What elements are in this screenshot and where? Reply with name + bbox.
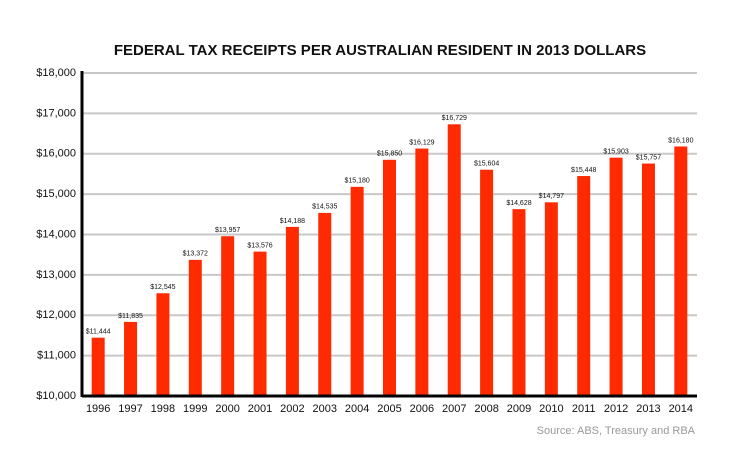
y-tick-label: $15,000 <box>36 188 76 200</box>
value-label: $11,444 <box>86 329 111 336</box>
x-tick-label: 1998 <box>151 403 175 415</box>
bar <box>480 169 494 396</box>
value-label: $12,545 <box>150 284 175 291</box>
value-label: $15,903 <box>603 149 628 156</box>
x-tick-label: 2002 <box>280 403 304 415</box>
bar <box>512 209 526 396</box>
y-tick-label: $11,000 <box>37 350 76 362</box>
bar <box>91 337 105 396</box>
x-tick-label: 1999 <box>183 403 207 415</box>
x-tick-label: 2010 <box>539 403 563 415</box>
value-label: $16,729 <box>442 115 467 122</box>
value-label: $15,604 <box>474 161 499 168</box>
value-label: $16,180 <box>668 137 693 144</box>
bar <box>221 236 235 396</box>
x-tick-label: 2000 <box>215 403 239 415</box>
value-label: $14,797 <box>539 193 564 200</box>
x-tick-label: 2004 <box>345 403 369 415</box>
bar <box>124 321 138 396</box>
x-tick-label: 2007 <box>442 403 466 415</box>
value-label: $15,850 <box>377 151 402 158</box>
x-tick-label: 1997 <box>118 403 142 415</box>
y-tick-label: $18,000 <box>36 67 76 79</box>
x-tick-label: 2008 <box>474 403 498 415</box>
bar <box>577 176 591 396</box>
x-tick-label: 2011 <box>572 403 596 415</box>
source-note: Source: ABS, Treasury and RBA <box>537 425 696 437</box>
y-tick-label: $10,000 <box>36 390 76 402</box>
bar <box>318 212 332 396</box>
value-label: $13,957 <box>215 227 240 234</box>
y-tick-label: $16,000 <box>36 148 76 160</box>
bar <box>674 146 688 396</box>
value-label: $14,535 <box>312 204 337 211</box>
x-tick-label: 2009 <box>507 403 531 415</box>
y-tick-label: $14,000 <box>36 228 76 240</box>
bar <box>156 293 170 396</box>
bar <box>641 163 655 396</box>
bar <box>544 202 558 396</box>
x-tick-label: 2006 <box>410 403 434 415</box>
value-label: $15,180 <box>344 178 369 185</box>
value-label: $16,129 <box>409 139 434 146</box>
value-label: $14,628 <box>506 200 531 207</box>
value-label: $15,448 <box>571 167 596 174</box>
value-label: $15,757 <box>636 154 661 161</box>
bar <box>188 259 202 396</box>
x-tick-label: 2003 <box>313 403 337 415</box>
x-tick-label: 2014 <box>669 403 693 415</box>
value-label: $13,576 <box>247 242 272 249</box>
x-tick-label: 2001 <box>248 403 272 415</box>
bar <box>415 148 429 396</box>
y-tick-label: $12,000 <box>36 309 76 321</box>
value-label: $14,188 <box>280 218 305 225</box>
bar <box>609 157 623 396</box>
value-label: $13,372 <box>183 251 208 258</box>
bar <box>447 124 461 397</box>
chart-title: FEDERAL TAX RECEIPTS PER AUSTRALIAN RESI… <box>114 42 646 59</box>
bar <box>350 186 364 396</box>
x-tick-label: 2013 <box>636 403 660 415</box>
value-label: $11,835 <box>118 313 143 320</box>
bar <box>383 159 396 396</box>
x-tick-label: 1996 <box>86 403 110 415</box>
y-tick-label: $17,000 <box>36 107 76 119</box>
bar <box>285 226 299 396</box>
bar <box>253 251 267 396</box>
x-tick-label: 2005 <box>377 403 401 415</box>
y-tick-label: $13,000 <box>36 269 76 281</box>
x-tick-label: 2012 <box>604 403 628 415</box>
